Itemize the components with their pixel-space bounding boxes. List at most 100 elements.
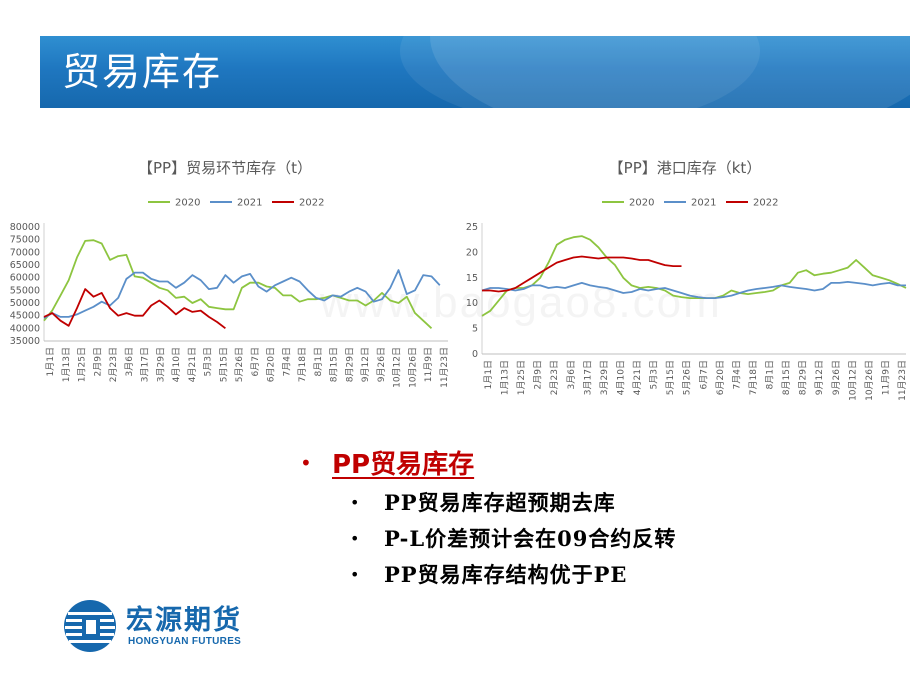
legend-label: 2022 bbox=[299, 198, 324, 209]
x-tick-label: 11月23日 bbox=[897, 360, 908, 401]
x-tick-label: 6月7日 bbox=[250, 347, 261, 376]
x-tick-label: 1月13日 bbox=[500, 360, 511, 395]
trade-inventory-chart: 【PP】贸易环节库存（t） 2020 2021 2022 35000 40000 45000… bbox=[0, 150, 455, 420]
x-tick-label: 2月9日 bbox=[92, 347, 103, 376]
series-line-2021 bbox=[481, 281, 906, 299]
y-tick-label: 35000 bbox=[10, 336, 40, 347]
sub-bullet: • P-L价差预计会在09合约反转 bbox=[350, 523, 676, 553]
x-tick-label: 5月26日 bbox=[234, 347, 245, 382]
y-tick-label: 5 bbox=[472, 324, 478, 335]
banner-decoration bbox=[430, 36, 910, 108]
y-tick-label: 80000 bbox=[10, 222, 40, 233]
y-tick-label: 25 bbox=[466, 222, 478, 233]
sub-bullet: • PP贸易库存结构优于PE bbox=[350, 559, 676, 589]
x-tick-label: 8月29日 bbox=[344, 347, 355, 382]
x-tick-label: 7月4日 bbox=[281, 347, 292, 376]
port-inventory-chart-svg: 【PP】港口库存（kt） 2020 2021 2022 0 5 10 15 20 25 1月1日 1月… bbox=[466, 159, 908, 401]
y-tick-label: 55000 bbox=[10, 285, 40, 296]
legend-label: 2021 bbox=[237, 198, 262, 209]
x-tick-label: 8月15日 bbox=[329, 347, 340, 382]
logo-chinese-name: 宏源期货 bbox=[126, 605, 242, 636]
port-inventory-chart: 【PP】港口库存（kt） 2020 2021 2022 0 5 10 15 20 25 1月1日 1月… bbox=[450, 150, 920, 420]
x-tick-label: 11月9日 bbox=[880, 360, 891, 395]
y-tick-label: 60000 bbox=[10, 273, 40, 284]
bullet-icon: • bbox=[300, 450, 312, 475]
sub-bullet-text: PP贸易库存结构优于PE bbox=[384, 562, 628, 587]
x-tick-label: 2月23日 bbox=[549, 360, 560, 395]
x-tick-label: 4月21日 bbox=[187, 347, 198, 382]
x-tick-label: 10月12日 bbox=[392, 347, 403, 388]
x-tick-label: 11月23日 bbox=[439, 347, 450, 388]
x-tick-label: 8月1日 bbox=[765, 360, 776, 389]
x-tick-label: 4月10日 bbox=[615, 360, 626, 395]
x-tick-label: 1月25日 bbox=[516, 360, 527, 395]
bullet-icon: • bbox=[350, 492, 360, 512]
page-title: 贸易库存 bbox=[62, 50, 223, 94]
x-tick-label: 5月3日 bbox=[203, 347, 214, 376]
x-tick-label: 5月3日 bbox=[649, 360, 660, 389]
y-tick-label: 10 bbox=[466, 298, 478, 309]
x-tick-label: 9月12日 bbox=[360, 347, 371, 382]
legend-label: 2020 bbox=[629, 198, 654, 209]
y-tick-label: 45000 bbox=[10, 311, 40, 322]
x-tick-label: 7月18日 bbox=[297, 347, 308, 382]
bullet-icon: • bbox=[350, 564, 360, 584]
bullet-list: • PP贸易库存 • PP贸易库存超预期去库 • P-L价差预计会在09合约反转… bbox=[300, 444, 676, 589]
x-tick-label: 9月26日 bbox=[831, 360, 842, 395]
x-tick-label: 2月23日 bbox=[108, 347, 119, 382]
y-tick-label: 0 bbox=[472, 349, 478, 360]
sub-bullet-text: PP贸易库存超预期去库 bbox=[384, 490, 616, 515]
x-tick-label: 2月9日 bbox=[533, 360, 544, 389]
x-tick-label: 6月7日 bbox=[698, 360, 709, 389]
sub-bullet-text: P-L价差预计会在09合约反转 bbox=[384, 526, 677, 551]
x-tick-label: 11月9日 bbox=[423, 347, 434, 382]
legend-label: 2020 bbox=[175, 198, 200, 209]
x-tick-label: 9月26日 bbox=[376, 347, 387, 382]
x-tick-label: 8月15日 bbox=[781, 360, 792, 395]
banner-decoration bbox=[400, 36, 760, 108]
y-tick-label: 20 bbox=[466, 247, 478, 258]
y-tick-label: 50000 bbox=[10, 298, 40, 309]
trade-inventory-chart-svg: 【PP】贸易环节库存（t） 2020 2021 2022 35000 4000045000… bbox=[10, 159, 450, 388]
x-tick-label: 4月10日 bbox=[171, 347, 182, 382]
x-tick-label: 6月20日 bbox=[715, 360, 726, 395]
x-tick-label: 4月21日 bbox=[632, 360, 643, 395]
x-tick-label: 7月18日 bbox=[748, 360, 759, 395]
x-tick-label: 5月15日 bbox=[218, 347, 229, 382]
x-tick-label: 3月29日 bbox=[155, 347, 166, 382]
x-tick-label: 3月6日 bbox=[566, 360, 577, 389]
x-tick-label: 3月17日 bbox=[140, 347, 151, 382]
x-tick-label: 3月6日 bbox=[124, 347, 135, 376]
series-line-2022 bbox=[43, 288, 226, 330]
x-tick-label: 10月26日 bbox=[864, 360, 875, 401]
x-tick-label: 5月26日 bbox=[682, 360, 693, 395]
series-line-2020 bbox=[43, 239, 433, 329]
chart-title: 【PP】贸易环节库存（t） bbox=[138, 159, 312, 177]
x-tick-label: 10月12日 bbox=[847, 360, 858, 401]
x-tick-label: 1月13日 bbox=[61, 347, 72, 382]
y-tick-label: 70000 bbox=[10, 247, 40, 258]
chart-title: 【PP】港口库存（kt） bbox=[609, 159, 762, 177]
x-tick-label: 3月29日 bbox=[599, 360, 610, 395]
y-tick-label: 15 bbox=[466, 273, 478, 284]
bullet-icon: • bbox=[350, 528, 360, 548]
x-tick-label: 8月29日 bbox=[798, 360, 809, 395]
y-tick-label: 65000 bbox=[10, 260, 40, 271]
x-tick-label: 1月1日 bbox=[45, 347, 56, 376]
logo-mark-icon bbox=[64, 600, 116, 652]
legend-label: 2022 bbox=[753, 198, 778, 209]
main-bullet-text: PP贸易库存 bbox=[332, 450, 475, 480]
x-tick-label: 10月26日 bbox=[407, 347, 418, 388]
main-bullet: • PP贸易库存 bbox=[300, 444, 676, 481]
x-tick-label: 7月4日 bbox=[731, 360, 742, 389]
company-logo: 宏源期货 HONGYUAN FUTURES bbox=[62, 598, 272, 654]
series-line-2020 bbox=[481, 235, 907, 317]
x-tick-label: 1月25日 bbox=[77, 347, 88, 382]
title-banner: 贸易库存 bbox=[40, 36, 910, 108]
x-tick-label: 8月1日 bbox=[313, 347, 324, 376]
x-tick-label: 6月20日 bbox=[266, 347, 277, 382]
series-line-2021 bbox=[43, 269, 441, 319]
y-tick-label: 40000 bbox=[10, 323, 40, 334]
x-tick-label: 9月12日 bbox=[814, 360, 825, 395]
logo-english-name: HONGYUAN FUTURES bbox=[128, 636, 242, 647]
